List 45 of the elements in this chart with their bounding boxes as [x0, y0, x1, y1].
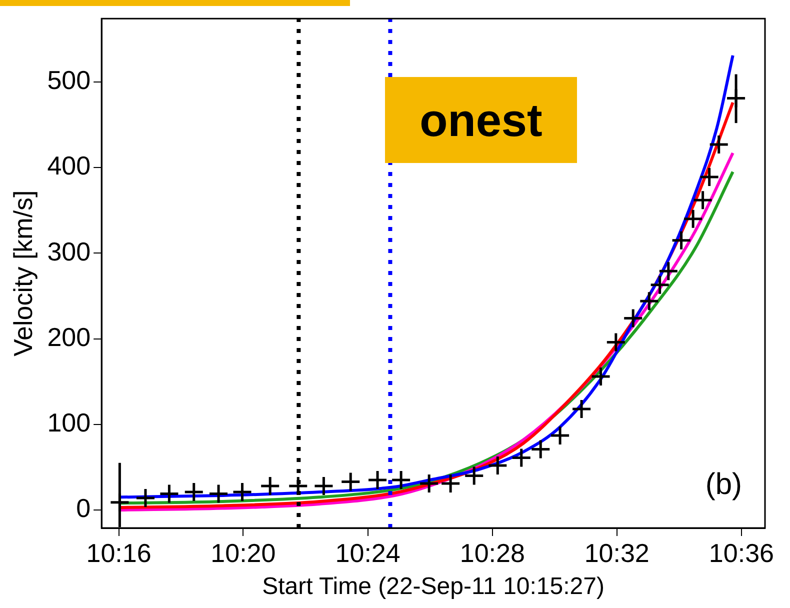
- point: [208, 484, 229, 504]
- point: [440, 473, 461, 494]
- x-tick-label: 10:16: [86, 538, 152, 568]
- point: [158, 484, 180, 504]
- point: [464, 466, 484, 486]
- point: [340, 472, 361, 492]
- point: [606, 332, 626, 352]
- y-tick-label: 100: [47, 408, 91, 438]
- point: [184, 482, 204, 502]
- point: [682, 208, 704, 230]
- annotation: (b): [705, 468, 742, 502]
- point: [390, 470, 412, 490]
- point: [692, 190, 714, 210]
- point: [671, 230, 692, 251]
- y-tick-label: 500: [47, 65, 91, 96]
- point: [530, 438, 551, 460]
- x-tick-label: 10:20: [210, 538, 276, 568]
- point: [590, 366, 612, 387]
- point: [511, 448, 532, 468]
- x-axis-title: Start Time (22-Sep-11 10:15:27): [262, 573, 604, 600]
- point: [418, 473, 440, 494]
- point: [571, 398, 592, 420]
- x-tick-label: 10:32: [584, 538, 650, 568]
- annotation: onest: [420, 93, 542, 147]
- x-tick-label: 10:36: [708, 538, 774, 568]
- point: [699, 166, 720, 188]
- y-axis-title: Velocity [km/s]: [8, 190, 38, 356]
- point: [135, 488, 156, 508]
- point: [708, 134, 730, 155]
- point: [367, 470, 388, 490]
- point: [658, 260, 679, 282]
- point: [550, 425, 570, 446]
- point: [650, 274, 670, 296]
- x-tick-label: 10:24: [335, 538, 400, 568]
- point: [638, 290, 660, 312]
- point: [313, 476, 334, 496]
- point: [487, 455, 508, 476]
- y-tick-label: 300: [47, 236, 91, 266]
- y-tick-label: 200: [47, 322, 91, 352]
- point: [622, 308, 644, 328]
- point: [232, 482, 253, 502]
- y-tick-label: 0: [76, 493, 91, 524]
- x-tick-label: 10:28: [460, 538, 525, 568]
- y-tick-label: 400: [47, 150, 91, 181]
- point: [260, 476, 280, 496]
